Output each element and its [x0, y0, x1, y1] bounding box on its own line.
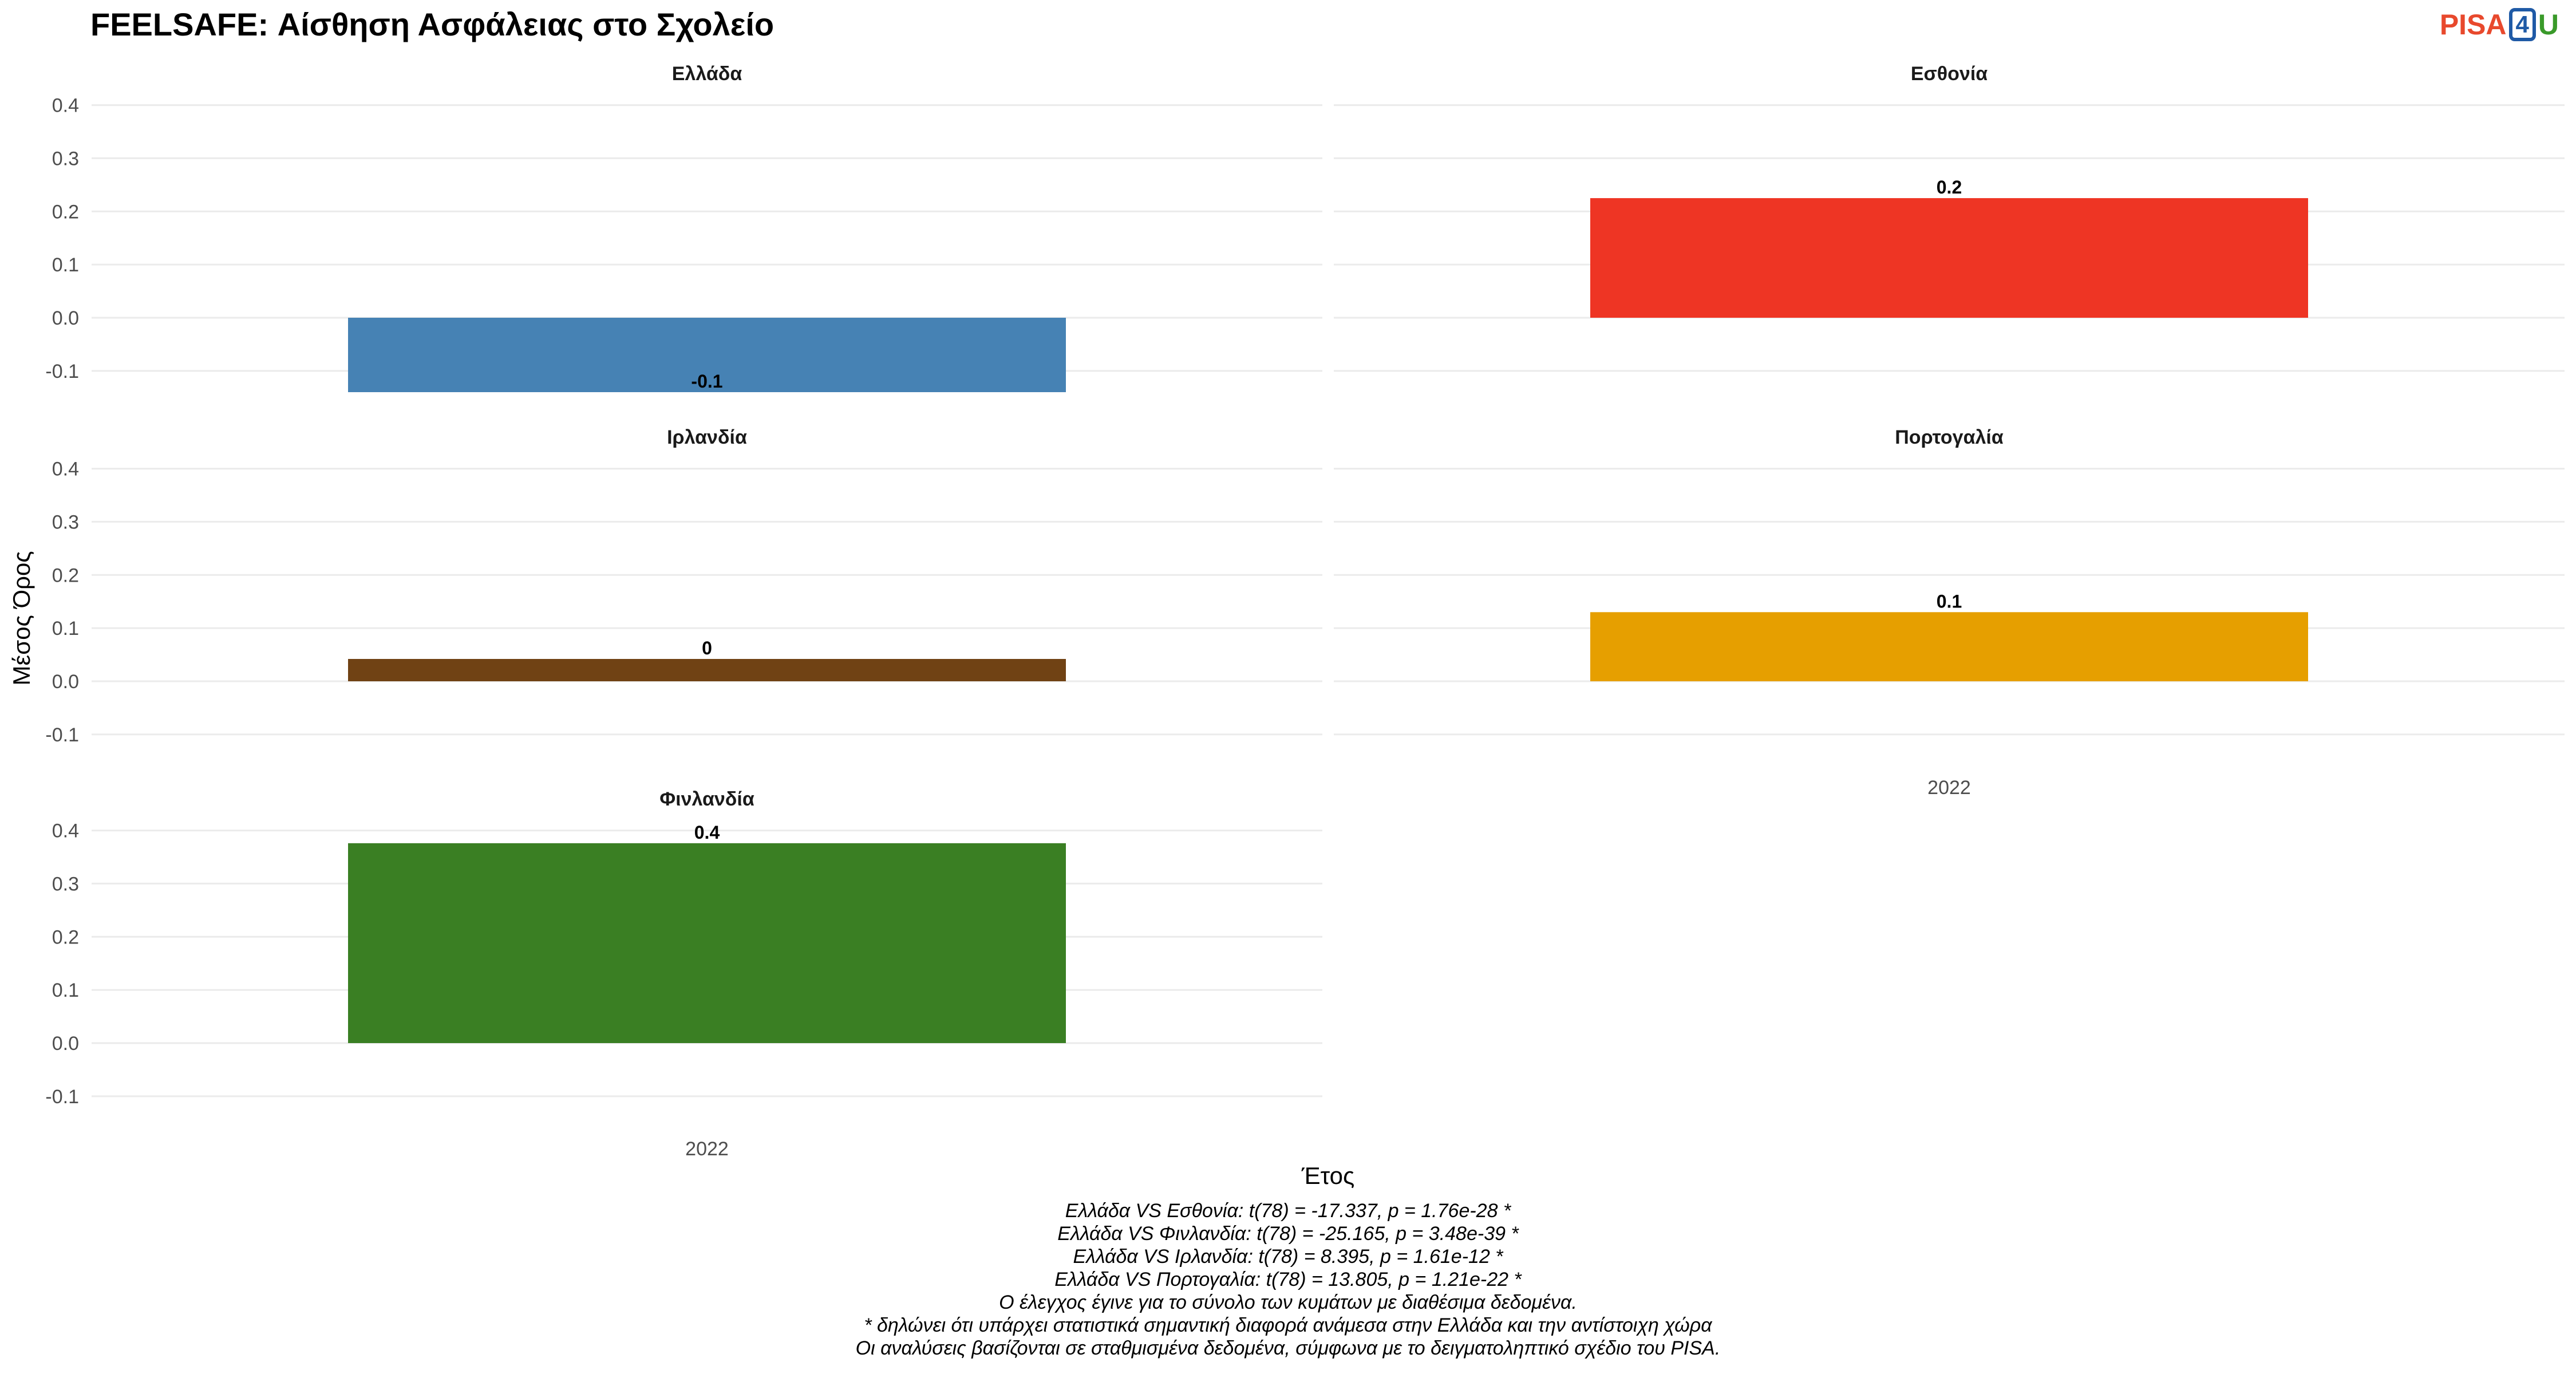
y-tick-label: 0.1	[52, 618, 79, 639]
pisa4u-logo: PISA 4 U	[2440, 8, 2559, 41]
caption-line: Ελλάδα VS Πορτογαλία: t(78) = 13.805, p …	[1054, 1269, 1522, 1290]
x-axis-title: Έτος	[1301, 1162, 1355, 1189]
bar	[1590, 198, 2308, 318]
chart-title: FEELSAFE: Αίσθηση Ασφάλειας στο Σχολείο	[90, 6, 775, 42]
data-label: 0.2	[1937, 177, 1962, 198]
y-tick-label: 0.1	[52, 254, 79, 276]
data-label: 0.1	[1937, 591, 1962, 611]
caption-line: Οι αναλύσεις βασίζονται σε σταθμισμένα δ…	[855, 1337, 1721, 1359]
y-tick-label: 0.4	[52, 95, 79, 117]
caption-line: * δηλώνει ότι υπάρχει στατιστικά σημαντι…	[864, 1314, 1712, 1336]
y-tick-label: 0.0	[52, 307, 79, 329]
y-tick-label: -0.1	[45, 724, 79, 746]
data-label: -0.1	[691, 371, 722, 392]
y-tick-label: 0.2	[52, 926, 79, 948]
y-axis-title: Μέσος Όρος	[8, 551, 35, 686]
data-label: 0.4	[694, 822, 720, 843]
caption-line: Ο έλεγχος έγινε για το σύνολο των κυμάτω…	[999, 1292, 1577, 1313]
facet-title: Πορτογαλία	[1895, 427, 2004, 448]
caption-line: Ελλάδα VS Φινλανδία: t(78) = -25.165, p …	[1057, 1223, 1519, 1245]
caption-line: Ελλάδα VS Ιρλανδία: t(78) = 8.395, p = 1…	[1073, 1246, 1503, 1268]
y-tick-label: 0.2	[52, 201, 79, 223]
y-tick-label: 0.3	[52, 873, 79, 895]
logo-text-u: U	[2538, 9, 2559, 41]
data-label: 0	[702, 638, 712, 658]
y-tick-label: 0.4	[52, 820, 79, 842]
bar	[1590, 612, 2308, 681]
y-tick-label: 0.2	[52, 564, 79, 586]
facet-title: Φινλανδία	[659, 788, 754, 810]
y-tick-label: 0.3	[52, 511, 79, 533]
y-tick-label: 0.0	[52, 671, 79, 693]
caption-line: Ελλάδα VS Εσθονία: t(78) = -17.337, p = …	[1065, 1200, 1511, 1222]
facet-title: Εσθονία	[1911, 63, 1988, 85]
bar	[348, 659, 1066, 681]
bar	[348, 843, 1066, 1043]
y-tick-label: 0.0	[52, 1033, 79, 1055]
statistical-notes: Ελλάδα VS Εσθονία: t(78) = -17.337, p = …	[0, 1199, 2576, 1360]
y-tick-label: -0.1	[45, 1086, 79, 1108]
facet-title: Ιρλανδία	[667, 427, 747, 448]
logo-text-pisa: PISA	[2439, 9, 2507, 41]
x-tick-label: 2022	[685, 1138, 729, 1160]
y-tick-label: 0.1	[52, 980, 79, 1001]
facet-title: Ελλάδα	[672, 63, 742, 85]
y-tick-label: 0.3	[52, 148, 79, 169]
y-tick-label: 0.4	[52, 459, 79, 480]
y-tick-label: -0.1	[45, 361, 79, 382]
bar	[348, 318, 1066, 392]
logo-text-four: 4	[2508, 8, 2536, 41]
x-tick-label: 2022	[1927, 777, 1971, 799]
